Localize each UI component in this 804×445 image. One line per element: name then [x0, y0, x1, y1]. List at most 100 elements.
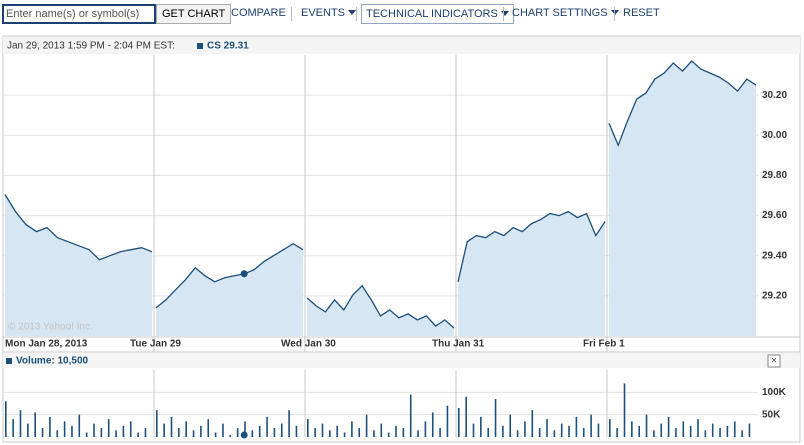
volume-bar [307, 419, 309, 437]
volume-bar [487, 428, 489, 437]
volume-bar [122, 425, 125, 437]
y-tick-label: 30.20 [762, 90, 787, 101]
volume-bar [524, 421, 526, 437]
separator [503, 7, 504, 21]
volume-bar [222, 423, 224, 437]
dropdown-arrow [348, 10, 357, 15]
volume-bar [5, 401, 7, 437]
x-tick-label: Thu Jan 31 [432, 339, 485, 350]
volume-bar [653, 430, 655, 437]
volume-bar [373, 430, 375, 437]
volume-bar [480, 416, 482, 437]
volume-bar [56, 430, 59, 437]
volume-bar [12, 419, 14, 437]
volume-bar [409, 394, 412, 437]
volume-header-strip [3, 353, 800, 368]
y-tick-label: 29.20 [762, 290, 787, 301]
compare-button[interactable]: COMPARE [231, 7, 286, 19]
technical-indicators-button[interactable]: TECHNICAL INDICATORS [361, 4, 514, 24]
x-tick-label: Mon Jan 28, 2013 [5, 339, 88, 350]
volume-label: Volume: 10,500 [16, 356, 89, 367]
price-line [155, 242, 304, 309]
volume-bar [63, 421, 66, 437]
volume-bar [387, 432, 390, 437]
volume-bar [726, 425, 729, 437]
price-line [306, 284, 455, 329]
volume-bar [704, 430, 707, 437]
volume-bar [178, 428, 180, 437]
cursor-marker [240, 431, 248, 439]
y-tick-label: 50K [762, 409, 781, 420]
volume-bar [575, 416, 578, 437]
volume-bar [597, 423, 600, 437]
volume-bar [395, 425, 397, 437]
volume-bar [41, 428, 44, 437]
volume-bar [638, 425, 640, 437]
volume-bar [49, 416, 51, 437]
volume-bar [343, 432, 346, 437]
technical-indicators-label: TECHNICAL INDICATORS [366, 8, 498, 20]
events-button[interactable]: EVENTS [301, 4, 357, 22]
volume-bar [314, 428, 316, 437]
volume-bar [236, 428, 239, 437]
volume-bar [546, 419, 548, 437]
price-area [609, 61, 756, 336]
y-tick-label: 29.60 [762, 210, 787, 221]
events-label: EVENTS [301, 7, 346, 19]
volume-bar [336, 425, 338, 437]
volume-bar [560, 423, 563, 437]
volume-bar [689, 425, 692, 437]
volume-bar [568, 425, 570, 437]
volume-bar [711, 423, 714, 437]
volume-bar [200, 425, 202, 437]
chart-settings-label: CHART SETTINGS [512, 7, 608, 19]
toolbar: Enter name(s) or symbol(s) GET CHART COM… [0, 0, 804, 30]
volume-bar [185, 421, 187, 437]
volume-bar [34, 412, 36, 437]
price-line [4, 194, 153, 261]
y-tick-label: 100K [762, 387, 787, 398]
cursor-marker [240, 270, 248, 278]
reset-button[interactable]: RESET [623, 7, 660, 19]
separator [291, 7, 292, 21]
volume-bar [631, 421, 633, 437]
chart-frame [2, 35, 801, 443]
price-area [307, 285, 454, 336]
volume-bar [129, 421, 132, 437]
volume-bar [273, 428, 276, 437]
volume-bar [616, 428, 618, 437]
get-chart-button[interactable]: GET CHART [156, 4, 232, 24]
x-tick-label: Fri Feb 1 [583, 339, 625, 350]
volume-bar [417, 430, 419, 437]
volume-bar [163, 423, 165, 437]
volume-bar [19, 410, 22, 437]
close-icon: × [771, 356, 777, 367]
volume-bar [329, 430, 331, 437]
volume-bar [144, 428, 147, 437]
volume-bar [509, 414, 512, 437]
volume-bar [402, 428, 405, 437]
volume-bar [321, 423, 324, 437]
volume-bar [741, 430, 743, 437]
volume-bar [351, 421, 353, 437]
volume-bar [645, 414, 648, 437]
symbol-input[interactable]: Enter name(s) or symbol(s) [2, 4, 156, 24]
legend-swatch [197, 43, 203, 49]
volume-bar [553, 430, 556, 437]
volume-bar [472, 423, 475, 437]
volume-bar [697, 419, 699, 437]
volume-bar [71, 425, 73, 437]
volume-bar [115, 430, 117, 437]
watermark: © 2013 Yahoo! Inc. [8, 322, 93, 333]
volume-bar [207, 419, 210, 437]
volume-bar [502, 425, 504, 437]
volume-bar [516, 430, 519, 437]
x-tick-label: Wed Jan 30 [281, 339, 336, 350]
volume-bar [623, 383, 626, 437]
price-line [457, 210, 606, 282]
volume-bar [439, 428, 441, 437]
volume-bar [137, 432, 139, 437]
separator [356, 7, 357, 21]
close-button[interactable] [767, 354, 781, 368]
